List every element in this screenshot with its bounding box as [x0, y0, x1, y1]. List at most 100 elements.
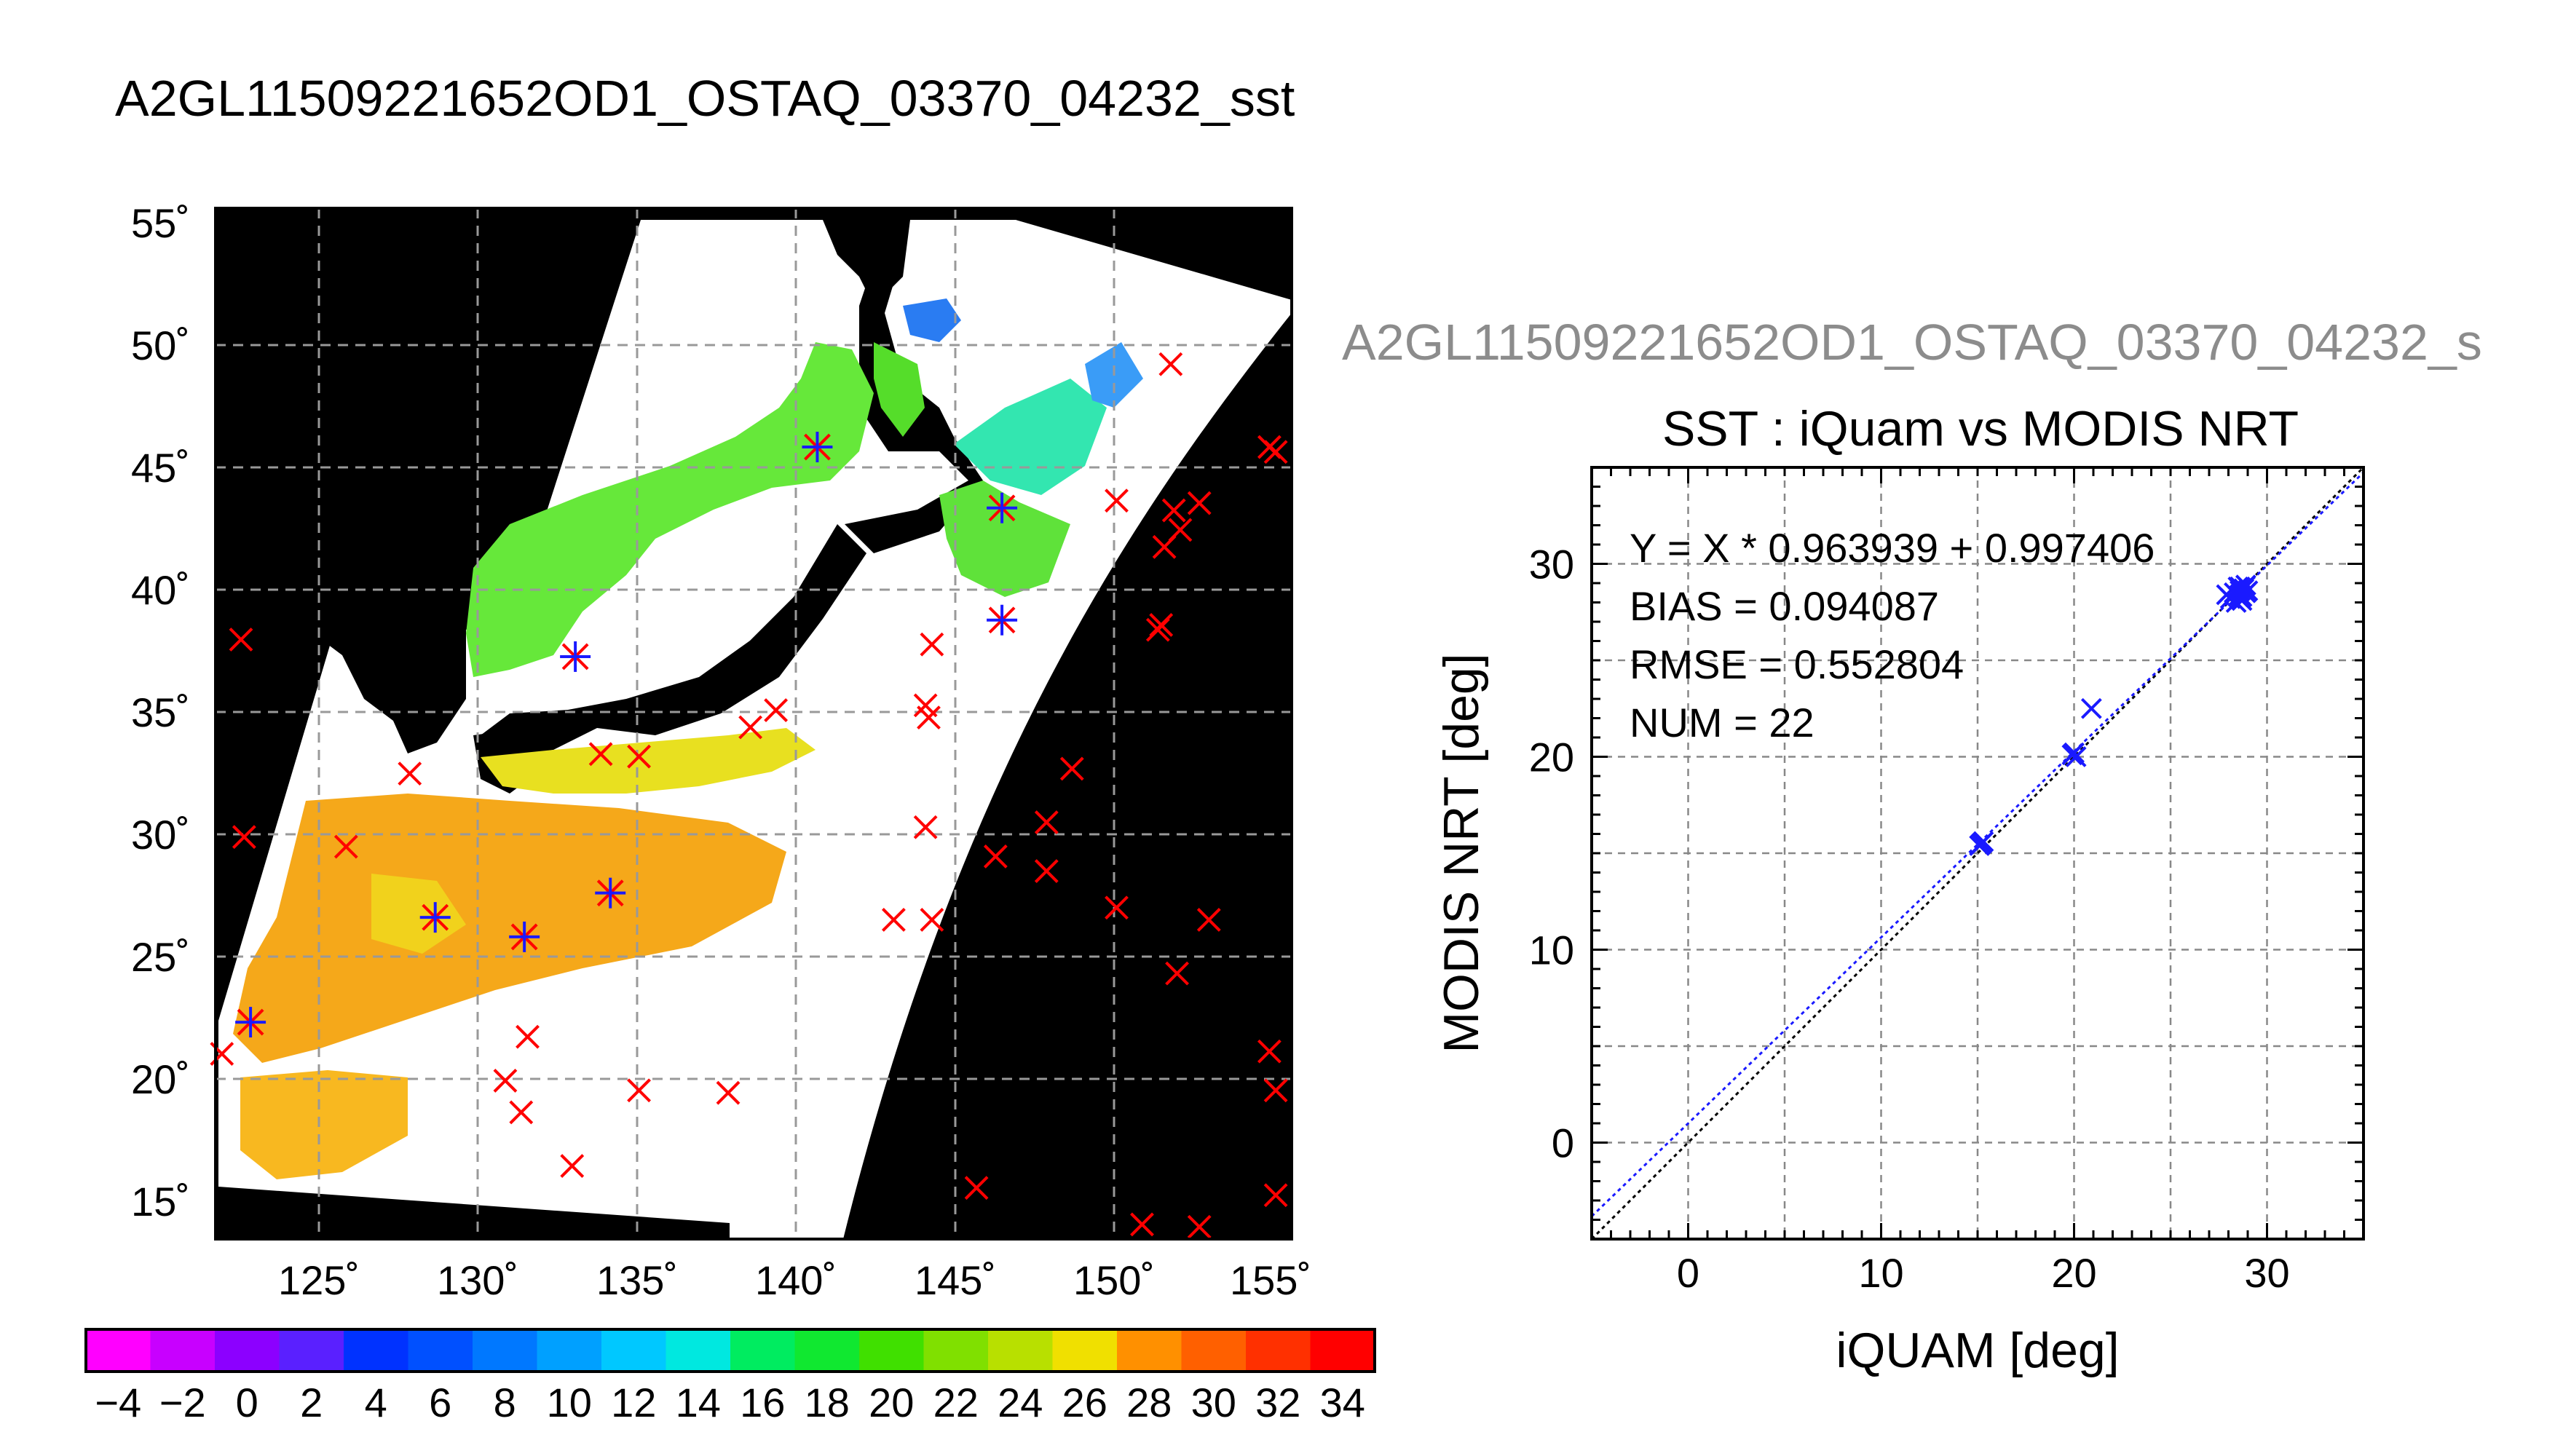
red-x-marker [920, 632, 944, 657]
red-x-marker [983, 844, 1008, 869]
sst-orange-region [233, 794, 786, 1063]
matchup-star-marker [235, 1007, 266, 1038]
stat-bias: BIAS = 0.094087 [1630, 583, 1939, 629]
sst-cyan-region [954, 379, 1107, 495]
scatter-x-tick-label: 30 [2244, 1250, 2289, 1296]
lon-label-135: 135˚ [596, 1257, 678, 1303]
colorbar-frame [84, 1328, 1376, 1373]
red-x-marker [1165, 961, 1189, 986]
sst-yellow-region [481, 728, 816, 794]
colorbar-cell [794, 1329, 860, 1372]
red-x-marker [920, 908, 944, 932]
scatter-point [2235, 582, 2256, 604]
red-x-marker [1149, 613, 1174, 637]
scatter-x-tick-labels: 0 10 20 30 [1677, 1250, 2290, 1296]
matchup-star-marker [987, 492, 1018, 523]
red-x-marker [229, 628, 253, 652]
colorbar-cell [537, 1329, 602, 1372]
colorbar-tick-label: −4 [95, 1380, 141, 1425]
land-korea-china [218, 495, 466, 753]
lon-label-150: 150˚ [1073, 1257, 1155, 1303]
colorbar-cell [344, 1329, 409, 1372]
scatter-frame [1590, 466, 2365, 1241]
colorbar-cell [859, 1329, 925, 1372]
colorbar-tick-label: 22 [933, 1380, 979, 1425]
scatter-point [2229, 584, 2251, 606]
red-x-marker [1158, 352, 1183, 376]
colorbar-tick-label: 20 [869, 1380, 914, 1425]
red-x-marker [738, 715, 763, 740]
red-x-marker [1168, 518, 1193, 542]
stat-num: NUM = 22 [1630, 700, 1814, 745]
red-x-marker [627, 744, 651, 769]
lon-label-130: 130˚ [437, 1257, 518, 1303]
sst-blue-patches [903, 298, 961, 342]
matchup-star-marker [509, 921, 540, 952]
colorbar-tick-label: 26 [1062, 1380, 1107, 1425]
scatter-plot: SST : iQuam vs MODIS NRT Y = X * 0.96393… [1434, 401, 2365, 1378]
matchup-star-marker [595, 877, 626, 909]
colorbar-tick-label: 10 [547, 1380, 592, 1425]
scatter-stats: Y = X * 0.963939 + 0.997406 BIAS = 0.094… [1630, 525, 2155, 745]
colorbar-tick-label: 24 [998, 1380, 1043, 1425]
lat-label-30: 30˚ [131, 812, 190, 858]
colorbar-cell [923, 1329, 989, 1372]
scatter-y-label: MODIS NRT [deg] [1434, 653, 1489, 1053]
red-x-marker [1187, 1214, 1212, 1239]
red-x-marker [1263, 1078, 1288, 1103]
red-x-marker [716, 1080, 741, 1105]
colorbar-tick-label: 14 [676, 1380, 721, 1425]
red-x-marker [509, 1100, 534, 1125]
red-x-marker [1257, 1039, 1282, 1064]
lon-label-145: 145˚ [915, 1257, 996, 1303]
colorbar-cell [1310, 1329, 1375, 1372]
map-lat-labels: 55˚ 50˚ 45˚ 40˚ 35˚ 30˚ 25˚ 20˚ 15˚ [131, 200, 190, 1224]
red-x-marker [333, 834, 358, 859]
red-x-marker [1263, 440, 1288, 464]
red-x-marker [917, 705, 941, 730]
red-x-marker [1187, 491, 1212, 515]
red-x-marker [627, 1078, 651, 1103]
red-x-marker [1105, 488, 1129, 513]
matchup-star-marker [987, 604, 1018, 636]
scatter-y-tick-label: 30 [1529, 542, 1574, 587]
scatter-y-tick-label: 10 [1529, 927, 1574, 973]
colorbar-cell [215, 1329, 280, 1372]
lat-label-15: 15˚ [131, 1179, 190, 1224]
colorbar-tick-label: 16 [740, 1380, 785, 1425]
lat-label-35: 35˚ [131, 689, 190, 735]
colorbar-tick-label: 0 [236, 1380, 258, 1425]
colorbar-cell [1246, 1329, 1311, 1372]
lat-label-25: 25˚ [131, 934, 190, 980]
colorbar-cells [86, 1329, 1375, 1372]
overlay-title: A2GL11509221652OD1_OSTAQ_03370_04232_s [1342, 314, 2482, 371]
red-x-marker [1130, 1212, 1154, 1237]
sst-green-region [466, 342, 874, 677]
map-lon-labels: 125˚ 130˚ 135˚ 140˚ 145˚ 150˚ 155˚ [278, 1257, 1311, 1303]
colorbar-tick-label: 2 [300, 1380, 323, 1425]
red-x-marker [1034, 859, 1059, 883]
red-x-marker [1196, 908, 1221, 932]
sst-map: 55˚ 50˚ 45˚ 40˚ 35˚ 30˚ 25˚ 20˚ 15˚ 125˚… [131, 200, 1311, 1303]
colorbar-tick-label: 4 [365, 1380, 387, 1425]
lat-label-55: 55˚ [131, 200, 190, 246]
lat-label-45: 45˚ [131, 445, 190, 491]
scatter-y-tick-labels: 0 10 20 30 [1529, 542, 1574, 1166]
red-x-marker [493, 1068, 518, 1093]
red-x-marker [964, 1176, 989, 1200]
sst-orange-region-2 [240, 1070, 408, 1179]
red-x-marker [588, 742, 613, 767]
main-title: A2GL11509221652OD1_OSTAQ_03370_04232_sst [115, 70, 1295, 127]
land-sakhalin-tip [823, 220, 910, 306]
sst-yellow-region-2 [371, 874, 466, 954]
scatter-points [1969, 574, 2259, 856]
colorbar-tick-label: 30 [1191, 1380, 1236, 1425]
red-x-marker [232, 825, 256, 850]
lat-label-20: 20˚ [131, 1056, 190, 1102]
red-x-marker [1161, 498, 1186, 523]
colorbar-cell [86, 1329, 151, 1372]
colorbar-cell [988, 1329, 1054, 1372]
map-red-marks [210, 352, 1288, 1239]
lat-label-50: 50˚ [131, 323, 190, 368]
